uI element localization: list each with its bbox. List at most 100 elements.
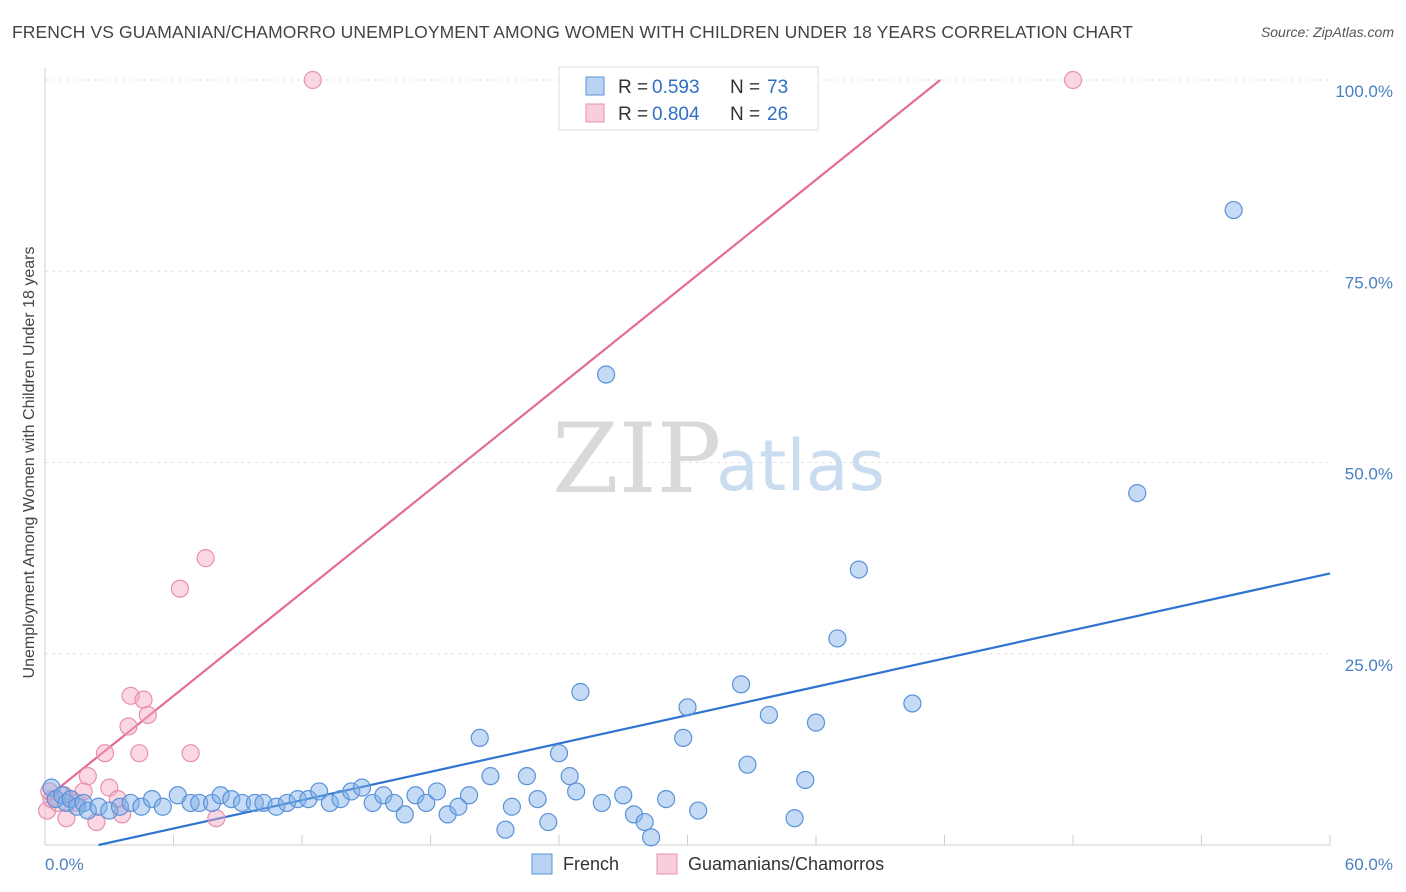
french-point [78,801,97,820]
watermark-atlas: atlas [716,425,885,507]
guamanian-point [57,809,76,828]
grid [45,79,1331,845]
guamanian-point [78,767,97,786]
french-point [785,809,804,828]
bottom-legend-swatch [531,853,553,875]
legend-n-label: N = [730,104,760,125]
watermark-zip: ZIP [552,403,721,515]
guamanian-point [130,744,149,763]
legend: R = 0.593 N = 73 R = 0.804 N = 26 [558,66,819,131]
french-point [502,797,521,816]
french-point [417,793,436,813]
french-point [849,560,868,579]
french-point [528,789,547,809]
bottom-legend-label: French [563,854,619,874]
french-point [232,793,252,813]
legend-n-value: 73 [767,77,788,98]
x-tick-label: 60.0% [1345,855,1393,874]
french-point [571,682,590,702]
french-point [674,728,693,748]
data-points [38,70,1243,847]
legend-r-label: R = [618,104,648,125]
french-point [1224,200,1243,220]
y-tick-label: 75.0% [1345,273,1393,292]
french-point [517,767,536,786]
french-point [796,770,815,790]
french-point [560,767,579,786]
guamanian-point [134,690,153,709]
y-axis-title: Unemployment Among Women with Children U… [21,247,38,679]
french-point [592,793,611,813]
legend-n-value: 26 [767,104,788,125]
french-point [211,786,230,805]
french-point [759,705,778,725]
bottom-legend-swatch [656,853,678,875]
french-point [635,812,654,832]
french-point [100,801,119,820]
french-point [539,812,558,832]
y-tick-label: 25.0% [1345,656,1393,675]
guamanian-trend-line [44,79,941,800]
french-point [689,801,708,820]
guamanian-point [119,717,138,736]
french-point [267,797,286,816]
french-point [222,789,241,809]
french-point [288,789,307,809]
french-point [567,782,586,801]
french-point [277,793,297,813]
watermark: ZIP atlas [552,403,885,515]
guamanian-point [95,744,115,763]
chart-title: FRENCH VS GUAMANIAN/CHAMORRO UNEMPLOYMEN… [12,22,1134,42]
guamanian-point [181,744,200,763]
french-point [738,755,757,774]
legend-r-label: R = [618,77,648,98]
guamanian-point [196,549,215,568]
bottom-legend-label: Guamanians/Chamorros [688,854,884,874]
french-point [427,782,447,801]
guamanian-point [1063,70,1083,90]
french-point [190,793,209,813]
french-point [614,786,633,805]
french-point [496,820,515,839]
french-point [806,713,826,732]
guamanian-point [170,579,190,598]
french-point [384,793,404,813]
legend-r-value: 0.593 [652,77,700,98]
french-trend-line [98,572,1331,847]
bottom-legend: French Guamanians/Chamorros [531,853,884,875]
french-point [121,793,140,813]
chart-source: Source: ZipAtlas.com [1260,24,1394,40]
y-tick-label: 100.0% [1335,82,1393,101]
french-point [352,778,372,797]
french-point [342,782,361,801]
french-point [89,797,108,816]
french-point [656,789,676,809]
french-point [1128,484,1147,503]
french-point [828,629,847,648]
legend-r-value: 0.804 [652,104,700,125]
axes: 25.0% 50.0% 75.0% 100.0% 0.0% 60.0% Unemployme… [21,68,1393,874]
legend-swatch [585,103,605,123]
trend-lines [44,79,1331,847]
guamanian-point [207,809,226,828]
guamanian-point [138,705,157,725]
french-point [549,744,569,763]
y-tick-label: 50.0% [1345,465,1393,484]
x-tick-label: 0.0% [45,855,84,874]
french-point [320,793,339,813]
french-point [903,694,922,713]
french-point [470,728,489,748]
legend-n-label: N = [730,77,760,98]
french-point [731,675,751,694]
french-point [641,828,661,847]
french-point [678,698,697,717]
french-point [459,786,479,805]
guamanian-point [303,70,322,90]
french-point [310,782,329,801]
french-point [449,797,468,816]
french-point [153,797,172,816]
legend-swatch [585,76,605,96]
french-point [597,365,616,384]
french-point [395,805,414,824]
